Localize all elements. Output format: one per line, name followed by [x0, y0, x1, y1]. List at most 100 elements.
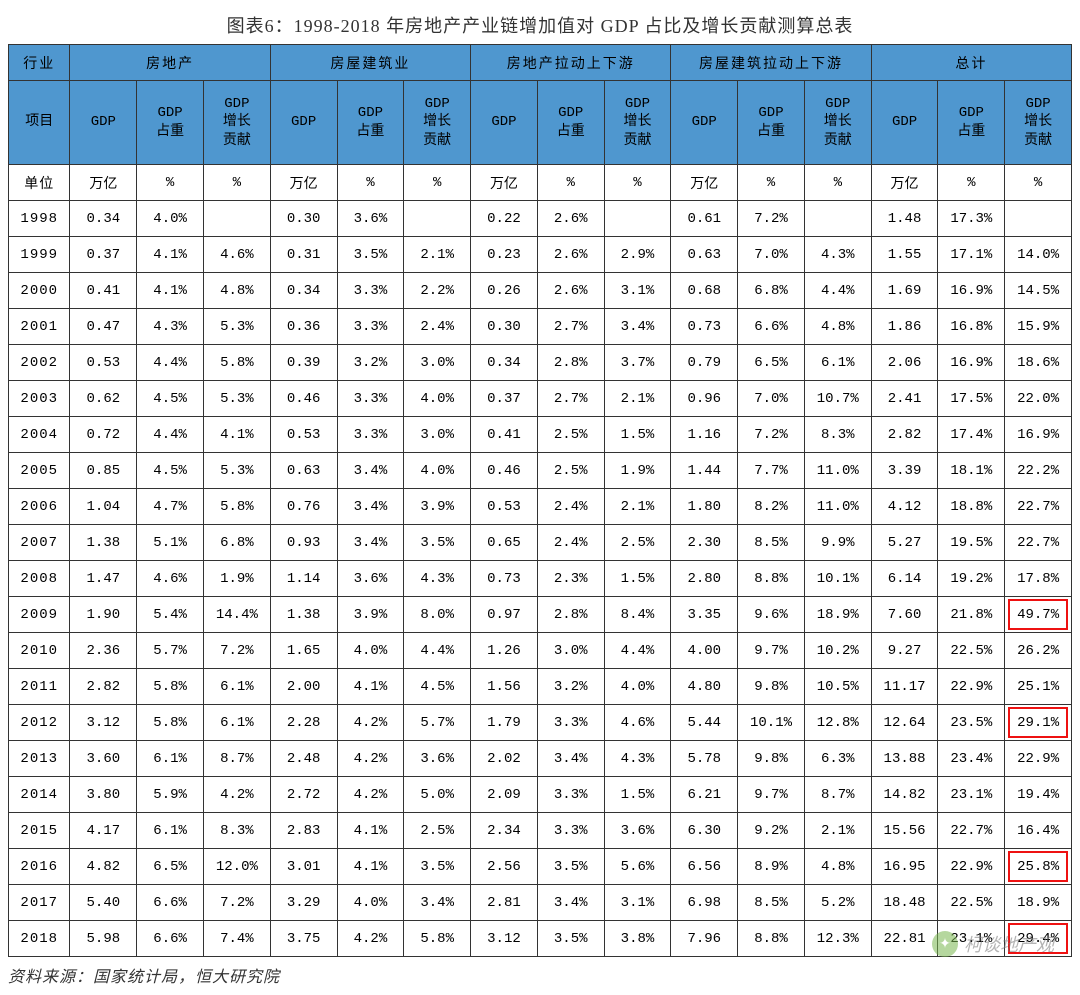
- data-cell: 1.56: [471, 669, 538, 705]
- data-cell: 3.3%: [337, 273, 404, 309]
- data-cell: 3.2%: [537, 669, 604, 705]
- data-cell: 1.38: [270, 597, 337, 633]
- data-cell: 0.26: [471, 273, 538, 309]
- data-cell: [203, 201, 270, 237]
- table-row: 20010.474.3%5.3%0.363.3%2.4%0.302.7%3.4%…: [9, 309, 1072, 345]
- year-cell: 1999: [9, 237, 70, 273]
- data-cell: 7.2%: [203, 885, 270, 921]
- data-cell: 2.41: [871, 381, 938, 417]
- data-cell: 3.4%: [404, 885, 471, 921]
- data-cell: 5.40: [70, 885, 137, 921]
- data-cell: 16.9%: [938, 345, 1005, 381]
- data-cell: 5.6%: [604, 849, 671, 885]
- data-cell: 5.8%: [137, 669, 204, 705]
- data-cell: 9.7%: [738, 633, 805, 669]
- data-cell: 4.4%: [404, 633, 471, 669]
- data-cell: 16.95: [871, 849, 938, 885]
- unit-cell-4-0: 万亿: [871, 165, 938, 201]
- data-cell: 8.7%: [804, 777, 871, 813]
- data-cell: 2.3%: [537, 561, 604, 597]
- data-cell: 6.30: [671, 813, 738, 849]
- header-group-4: 总计: [871, 45, 1071, 81]
- data-cell: 10.5%: [804, 669, 871, 705]
- data-cell: 5.0%: [404, 777, 471, 813]
- data-cell: 8.7%: [203, 741, 270, 777]
- data-cell: 23.1%: [938, 777, 1005, 813]
- data-cell: 7.2%: [738, 201, 805, 237]
- data-cell: 6.1%: [804, 345, 871, 381]
- data-cell: 4.2%: [337, 705, 404, 741]
- header-sub-1-0: GDP: [270, 81, 337, 165]
- data-cell: 2.2%: [404, 273, 471, 309]
- data-cell: 4.4%: [804, 273, 871, 309]
- data-cell: 5.4%: [137, 597, 204, 633]
- data-cell: 17.3%: [938, 201, 1005, 237]
- data-cell: 11.0%: [804, 453, 871, 489]
- year-cell: 2000: [9, 273, 70, 309]
- data-cell: 6.1%: [137, 813, 204, 849]
- data-cell: 0.63: [270, 453, 337, 489]
- data-cell: 2.36: [70, 633, 137, 669]
- data-cell: 4.00: [671, 633, 738, 669]
- data-cell: 2.02: [471, 741, 538, 777]
- unit-cell-3-0: 万亿: [671, 165, 738, 201]
- data-cell: 5.8%: [203, 489, 270, 525]
- table-row: 20030.624.5%5.3%0.463.3%4.0%0.372.7%2.1%…: [9, 381, 1072, 417]
- table-row: 20143.805.9%4.2%2.724.2%5.0%2.093.3%1.5%…: [9, 777, 1072, 813]
- data-table: 行业房地产房屋建筑业房地产拉动上下游房屋建筑拉动上下游总计项目GDPGDP占重G…: [8, 44, 1072, 957]
- table-row: 20112.825.8%6.1%2.004.1%4.5%1.563.2%4.0%…: [9, 669, 1072, 705]
- data-cell: 6.8%: [738, 273, 805, 309]
- data-cell: 22.9%: [938, 849, 1005, 885]
- data-cell: 3.3%: [537, 777, 604, 813]
- data-cell: 23.1%: [938, 921, 1005, 957]
- year-cell: 1998: [9, 201, 70, 237]
- data-cell: 18.9%: [804, 597, 871, 633]
- data-cell: 2.48: [270, 741, 337, 777]
- data-cell: 6.1%: [137, 741, 204, 777]
- data-cell: 4.0%: [604, 669, 671, 705]
- data-cell: 3.60: [70, 741, 137, 777]
- data-cell: 8.8%: [738, 921, 805, 957]
- data-cell: 4.6%: [137, 561, 204, 597]
- data-cell: 1.79: [471, 705, 538, 741]
- unit-cell-3-2: %: [804, 165, 871, 201]
- data-cell: 2.7%: [537, 381, 604, 417]
- data-cell: 10.1%: [804, 561, 871, 597]
- data-cell: 6.5%: [738, 345, 805, 381]
- year-cell: 2001: [9, 309, 70, 345]
- data-cell: 15.56: [871, 813, 938, 849]
- data-cell: 11.17: [871, 669, 938, 705]
- unit-cell-2-2: %: [604, 165, 671, 201]
- source-note: 资料来源：国家统计局，恒大研究院: [8, 963, 1072, 987]
- data-cell: 2.1%: [404, 237, 471, 273]
- data-cell: 2.30: [671, 525, 738, 561]
- table-row: 20102.365.7%7.2%1.654.0%4.4%1.263.0%4.4%…: [9, 633, 1072, 669]
- data-cell: 3.75: [270, 921, 337, 957]
- data-cell: 25.8%: [1005, 849, 1072, 885]
- data-cell: 19.4%: [1005, 777, 1072, 813]
- table-row: 20071.385.1%6.8%0.933.4%3.5%0.652.4%2.5%…: [9, 525, 1072, 561]
- data-cell: 2.34: [471, 813, 538, 849]
- data-cell: 1.5%: [604, 561, 671, 597]
- header-group-2: 房地产拉动上下游: [471, 45, 671, 81]
- data-cell: [604, 201, 671, 237]
- data-cell: 0.22: [471, 201, 538, 237]
- year-cell: 2007: [9, 525, 70, 561]
- year-cell: 2015: [9, 813, 70, 849]
- header-row-label: 行业: [9, 45, 70, 81]
- unit-cell-4-1: %: [938, 165, 1005, 201]
- data-cell: 0.63: [671, 237, 738, 273]
- unit-cell-0-0: 万亿: [70, 165, 137, 201]
- data-cell: 25.1%: [1005, 669, 1072, 705]
- data-cell: 4.0%: [337, 885, 404, 921]
- data-cell: 7.7%: [738, 453, 805, 489]
- data-cell: 5.8%: [137, 705, 204, 741]
- data-cell: 6.6%: [137, 921, 204, 957]
- header-sub-4-1: GDP占重: [938, 81, 1005, 165]
- year-cell: 2018: [9, 921, 70, 957]
- data-cell: 3.5%: [537, 921, 604, 957]
- data-cell: 2.82: [871, 417, 938, 453]
- data-cell: 3.6%: [337, 201, 404, 237]
- data-cell: 3.01: [270, 849, 337, 885]
- data-cell: 1.26: [471, 633, 538, 669]
